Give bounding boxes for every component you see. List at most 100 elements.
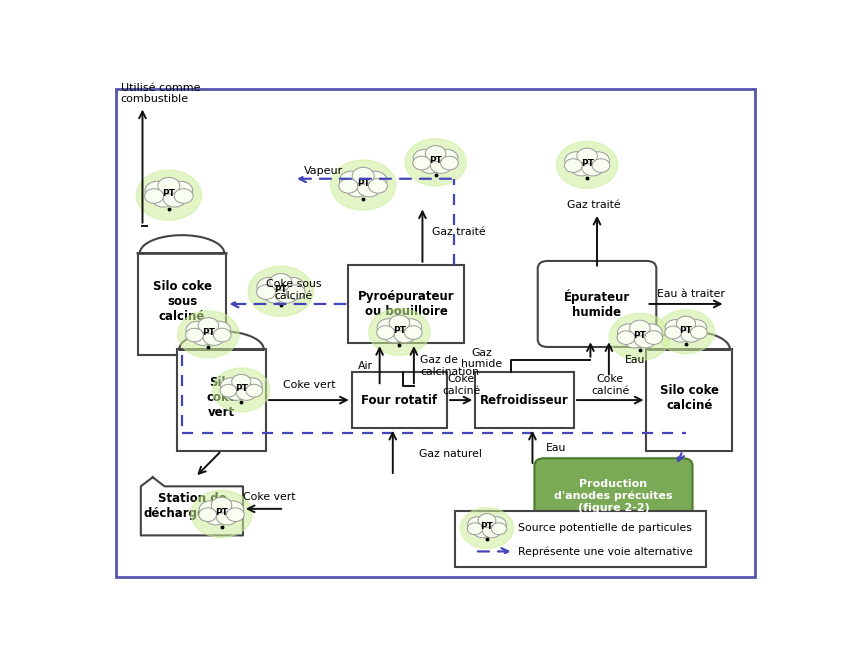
Circle shape (269, 273, 292, 290)
Circle shape (275, 285, 298, 303)
Text: Silo
coke
vert: Silo coke vert (207, 376, 236, 419)
Polygon shape (141, 477, 243, 535)
Polygon shape (138, 235, 226, 254)
Circle shape (246, 384, 263, 397)
Circle shape (634, 331, 656, 348)
Circle shape (348, 171, 378, 195)
Circle shape (389, 315, 410, 331)
Circle shape (557, 141, 618, 189)
Circle shape (154, 182, 184, 205)
Circle shape (213, 328, 231, 342)
Circle shape (385, 319, 414, 341)
Text: PT: PT (581, 159, 593, 168)
Text: Eau: Eau (546, 443, 566, 453)
Text: PT: PT (202, 328, 215, 337)
Text: Gaz de
calcination: Gaz de calcination (421, 355, 479, 376)
Circle shape (461, 508, 513, 549)
Circle shape (192, 328, 213, 346)
Circle shape (570, 159, 592, 176)
Circle shape (419, 157, 441, 173)
Text: PT: PT (393, 326, 405, 335)
Circle shape (368, 179, 388, 193)
Circle shape (413, 156, 431, 170)
Text: PT: PT (480, 522, 494, 532)
Circle shape (430, 157, 452, 173)
Circle shape (394, 326, 416, 343)
Circle shape (220, 384, 236, 397)
Circle shape (280, 277, 304, 296)
Circle shape (577, 148, 598, 164)
Circle shape (363, 171, 387, 190)
Circle shape (207, 501, 235, 524)
Circle shape (435, 149, 458, 167)
Circle shape (136, 170, 201, 220)
Text: Air: Air (358, 361, 373, 371)
Circle shape (626, 325, 654, 346)
Circle shape (199, 501, 222, 518)
Text: Silo coke
sous
calciné: Silo coke sous calciné (152, 280, 212, 323)
FancyBboxPatch shape (647, 350, 732, 451)
Circle shape (212, 497, 232, 513)
Circle shape (573, 152, 601, 174)
Circle shape (690, 326, 707, 339)
Circle shape (257, 285, 275, 300)
Text: PT: PT (633, 331, 646, 340)
Circle shape (581, 159, 604, 176)
Text: Refroidisseur: Refroidisseur (480, 394, 569, 407)
Circle shape (212, 368, 270, 412)
Circle shape (174, 189, 193, 203)
Circle shape (221, 501, 244, 518)
FancyBboxPatch shape (475, 373, 574, 428)
Circle shape (383, 326, 405, 343)
Circle shape (205, 509, 227, 525)
Circle shape (331, 160, 396, 210)
Circle shape (339, 171, 364, 190)
Circle shape (232, 374, 251, 389)
Circle shape (677, 316, 695, 331)
Circle shape (491, 523, 507, 535)
Circle shape (473, 523, 491, 537)
Circle shape (144, 189, 163, 203)
FancyBboxPatch shape (352, 373, 447, 428)
Circle shape (468, 523, 483, 535)
Circle shape (617, 330, 635, 344)
Text: Station de
déchargement: Station de déchargement (144, 492, 240, 520)
Circle shape (609, 313, 671, 361)
Circle shape (586, 152, 609, 170)
Text: Coke
calciné: Coke calciné (591, 374, 629, 396)
Circle shape (639, 324, 662, 342)
Text: Eau à traiter: Eau à traiter (657, 289, 725, 299)
Circle shape (440, 156, 458, 170)
Text: PT: PT (162, 189, 175, 198)
Circle shape (248, 266, 314, 317)
Circle shape (216, 509, 238, 525)
Circle shape (377, 319, 400, 336)
Circle shape (685, 319, 707, 336)
FancyBboxPatch shape (348, 265, 463, 343)
Circle shape (672, 320, 700, 340)
FancyBboxPatch shape (456, 511, 706, 567)
Circle shape (623, 331, 645, 348)
Circle shape (681, 327, 701, 342)
Circle shape (264, 285, 286, 303)
Text: Épurateur
humide: Épurateur humide (564, 289, 630, 319)
Circle shape (422, 150, 450, 171)
Text: Représente une voie alternative: Représente une voie alternative (518, 546, 693, 556)
Text: PT: PT (357, 179, 370, 188)
FancyBboxPatch shape (538, 261, 656, 347)
Circle shape (369, 308, 430, 355)
Circle shape (199, 508, 217, 522)
Circle shape (168, 181, 193, 200)
Circle shape (203, 328, 224, 346)
Circle shape (377, 326, 394, 340)
Circle shape (145, 181, 169, 200)
Circle shape (151, 189, 174, 207)
Text: Gaz traité: Gaz traité (567, 200, 620, 210)
Text: PT: PT (215, 508, 228, 517)
Circle shape (163, 189, 186, 207)
Circle shape (226, 508, 244, 522)
Circle shape (158, 177, 180, 194)
Circle shape (207, 321, 230, 339)
Circle shape (220, 378, 242, 394)
Circle shape (399, 319, 422, 336)
